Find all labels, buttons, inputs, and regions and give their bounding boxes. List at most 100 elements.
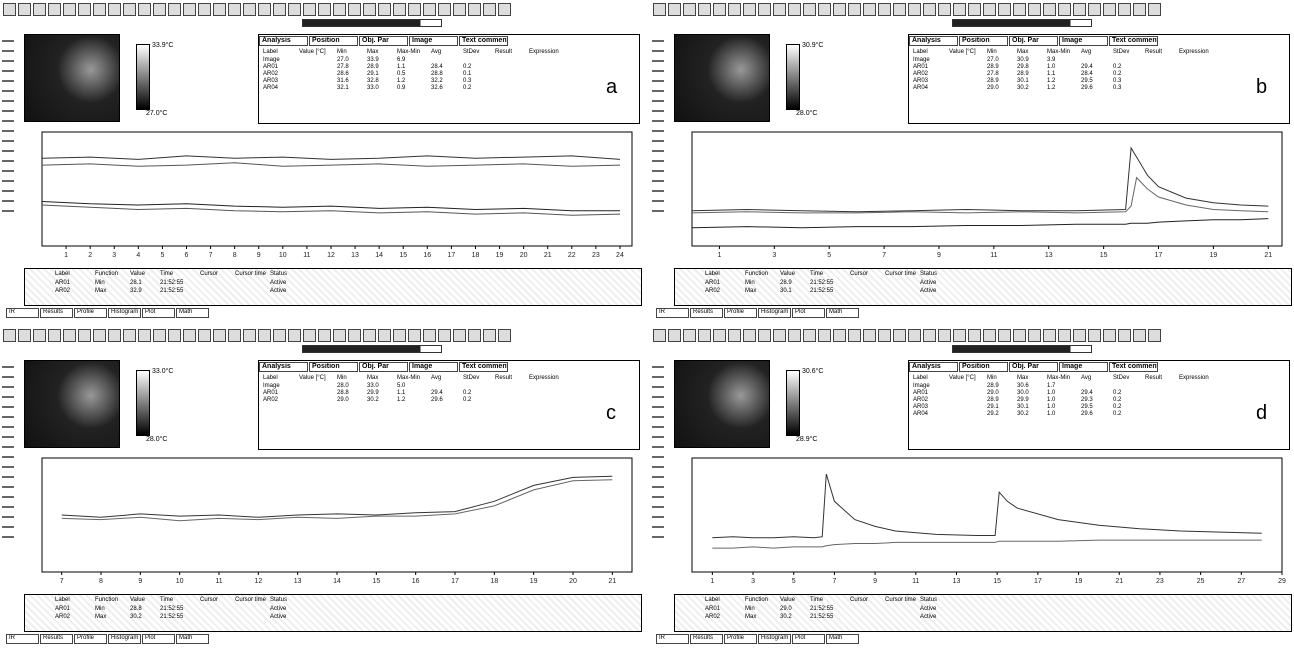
- toolbar-icon[interactable]: [288, 3, 301, 16]
- toolbar-icon[interactable]: [183, 3, 196, 16]
- toolbar-icon[interactable]: [288, 329, 301, 342]
- bottom-tab[interactable]: Profile: [74, 634, 107, 644]
- toolbar-icon[interactable]: [653, 329, 666, 342]
- toolbar-icon[interactable]: [423, 3, 436, 16]
- toolbar-icon[interactable]: [773, 329, 786, 342]
- bottom-tab[interactable]: Math: [826, 634, 859, 644]
- toolbar-icon[interactable]: [833, 3, 846, 16]
- toolbar-icon[interactable]: [878, 3, 891, 16]
- toolbar-icon[interactable]: [48, 329, 61, 342]
- toolbar-icon[interactable]: [243, 329, 256, 342]
- bottom-tab[interactable]: Histogram: [108, 634, 141, 644]
- toolbar-icon[interactable]: [153, 3, 166, 16]
- toolbar-icon[interactable]: [123, 329, 136, 342]
- toolbar-icon[interactable]: [273, 329, 286, 342]
- bottom-tab[interactable]: Math: [826, 308, 859, 318]
- toolbar-icon[interactable]: [1073, 329, 1086, 342]
- toolbar-icon[interactable]: [393, 3, 406, 16]
- bottom-tab[interactable]: Plot: [142, 308, 175, 318]
- toolbar-icon[interactable]: [923, 329, 936, 342]
- toolbar-icon[interactable]: [833, 329, 846, 342]
- toolbar-icon[interactable]: [168, 3, 181, 16]
- tab[interactable]: Text comment: [1109, 36, 1158, 46]
- toolbar-icon[interactable]: [1118, 329, 1131, 342]
- toolbar-icon[interactable]: [108, 3, 121, 16]
- toolbar-icon[interactable]: [1148, 329, 1161, 342]
- toolbar-icon[interactable]: [333, 329, 346, 342]
- toolbar-icon[interactable]: [393, 329, 406, 342]
- toolbar-icon[interactable]: [1088, 3, 1101, 16]
- toolbar-icon[interactable]: [363, 3, 376, 16]
- toolbar-icon[interactable]: [1058, 329, 1071, 342]
- toolbar-icon[interactable]: [1013, 3, 1026, 16]
- toolbar-icon[interactable]: [168, 329, 181, 342]
- toolbar-icon[interactable]: [1118, 3, 1131, 16]
- toolbar-icon[interactable]: [713, 3, 726, 16]
- toolbar-icon[interactable]: [153, 329, 166, 342]
- toolbar-icon[interactable]: [468, 329, 481, 342]
- bottom-tab[interactable]: Profile: [724, 308, 757, 318]
- toolbar-icon[interactable]: [983, 3, 996, 16]
- toolbar-icon[interactable]: [363, 329, 376, 342]
- toolbar-icon[interactable]: [408, 3, 421, 16]
- toolbar-icon[interactable]: [123, 3, 136, 16]
- toolbar-icon[interactable]: [803, 3, 816, 16]
- toolbar-icon[interactable]: [483, 3, 496, 16]
- toolbar-icon[interactable]: [408, 329, 421, 342]
- tab[interactable]: Position: [309, 362, 358, 372]
- tab[interactable]: Obj. Par: [1009, 36, 1058, 46]
- tab[interactable]: Obj. Par: [359, 36, 408, 46]
- toolbar-icon[interactable]: [938, 329, 951, 342]
- toolbar-icon[interactable]: [743, 3, 756, 16]
- toolbar-icon[interactable]: [1058, 3, 1071, 16]
- toolbar-icon[interactable]: [198, 3, 211, 16]
- toolbar-icon[interactable]: [1043, 3, 1056, 16]
- bottom-tab[interactable]: Profile: [724, 634, 757, 644]
- toolbar-icon[interactable]: [1103, 3, 1116, 16]
- toolbar-icon[interactable]: [378, 3, 391, 16]
- toolbar-icon[interactable]: [788, 329, 801, 342]
- toolbar-icon[interactable]: [93, 3, 106, 16]
- toolbar-icon[interactable]: [333, 3, 346, 16]
- bottom-tab[interactable]: Results: [690, 634, 723, 644]
- toolbar-icon[interactable]: [698, 329, 711, 342]
- toolbar-icon[interactable]: [303, 329, 316, 342]
- toolbar-icon[interactable]: [953, 3, 966, 16]
- toolbar-icon[interactable]: [938, 3, 951, 16]
- tab[interactable]: Text comment: [459, 362, 508, 372]
- toolbar-icon[interactable]: [983, 329, 996, 342]
- toolbar-icon[interactable]: [1028, 329, 1041, 342]
- toolbar-icon[interactable]: [878, 329, 891, 342]
- toolbar-icon[interactable]: [183, 329, 196, 342]
- bottom-tab[interactable]: Math: [176, 634, 209, 644]
- toolbar-icon[interactable]: [258, 3, 271, 16]
- toolbar-icon[interactable]: [1148, 3, 1161, 16]
- tab[interactable]: Image: [1059, 362, 1108, 372]
- toolbar-icon[interactable]: [908, 329, 921, 342]
- toolbar-icon[interactable]: [653, 3, 666, 16]
- tab[interactable]: Image: [409, 362, 458, 372]
- toolbar-icon[interactable]: [788, 3, 801, 16]
- toolbar-icon[interactable]: [438, 329, 451, 342]
- tab[interactable]: Analysis: [909, 36, 958, 46]
- toolbar-icon[interactable]: [968, 3, 981, 16]
- toolbar-icon[interactable]: [758, 329, 771, 342]
- toolbar-icon[interactable]: [818, 329, 831, 342]
- bottom-tab[interactable]: Results: [40, 308, 73, 318]
- toolbar-icon[interactable]: [998, 3, 1011, 16]
- tab[interactable]: Analysis: [259, 36, 308, 46]
- toolbar-icon[interactable]: [713, 329, 726, 342]
- bottom-tab[interactable]: Plot: [792, 634, 825, 644]
- toolbar-icon[interactable]: [758, 3, 771, 16]
- toolbar-icon[interactable]: [438, 3, 451, 16]
- toolbar-icon[interactable]: [3, 3, 16, 16]
- toolbar-icon[interactable]: [423, 329, 436, 342]
- tab[interactable]: Obj. Par: [1009, 362, 1058, 372]
- toolbar-icon[interactable]: [848, 329, 861, 342]
- bottom-tab[interactable]: Histogram: [108, 308, 141, 318]
- toolbar-icon[interactable]: [348, 3, 361, 16]
- toolbar-icon[interactable]: [243, 3, 256, 16]
- toolbar-icon[interactable]: [228, 3, 241, 16]
- toolbar-icon[interactable]: [668, 329, 681, 342]
- toolbar-icon[interactable]: [3, 329, 16, 342]
